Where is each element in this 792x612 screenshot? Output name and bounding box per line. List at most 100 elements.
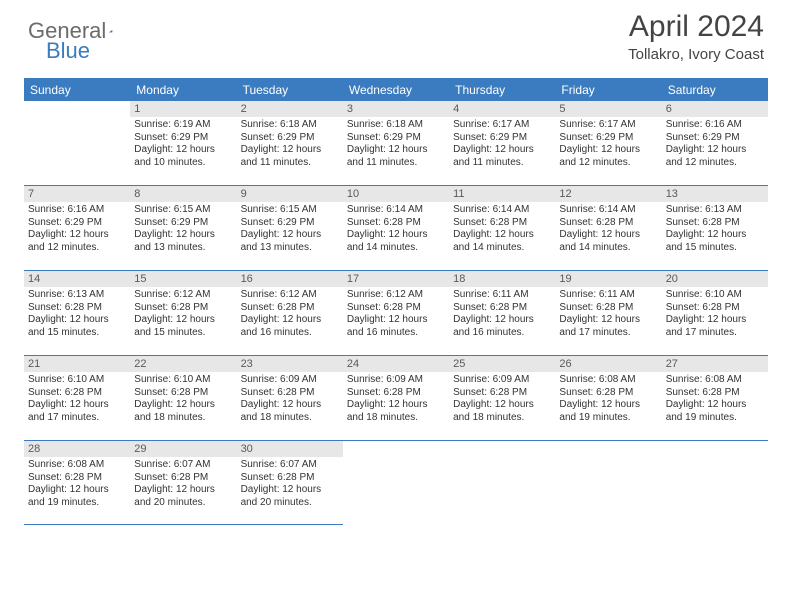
sunset-text: Sunset: 6:28 PM (28, 302, 126, 315)
sunrise-text: Sunrise: 6:16 AM (666, 119, 764, 132)
sunrise-text: Sunrise: 6:15 AM (134, 204, 232, 217)
cell-body: Sunrise: 6:17 AMSunset: 6:29 PMDaylight:… (555, 117, 661, 173)
sunrise-text: Sunrise: 6:19 AM (134, 119, 232, 132)
cell-body: Sunrise: 6:08 AMSunset: 6:28 PMDaylight:… (662, 372, 768, 428)
daylight-text: Daylight: 12 hours and 19 minutes. (559, 399, 657, 424)
daylight-text: Daylight: 12 hours and 14 minutes. (559, 229, 657, 254)
daylight-text: Daylight: 12 hours and 13 minutes. (241, 229, 339, 254)
cell-body: Sunrise: 6:08 AMSunset: 6:28 PMDaylight:… (24, 457, 130, 513)
calendar-cell (343, 441, 449, 525)
sunset-text: Sunset: 6:28 PM (453, 217, 551, 230)
day-number: 24 (343, 356, 449, 372)
calendar-cell: 26Sunrise: 6:08 AMSunset: 6:28 PMDayligh… (555, 356, 661, 440)
calendar-cell: 29Sunrise: 6:07 AMSunset: 6:28 PMDayligh… (130, 441, 236, 525)
calendar-cell (662, 441, 768, 525)
daylight-text: Daylight: 12 hours and 18 minutes. (241, 399, 339, 424)
day-number (449, 441, 555, 457)
daylight-text: Daylight: 12 hours and 17 minutes. (28, 399, 126, 424)
daylight-text: Daylight: 12 hours and 12 minutes. (559, 144, 657, 169)
logo-word2: Blue (46, 38, 90, 64)
sunset-text: Sunset: 6:28 PM (241, 472, 339, 485)
sunrise-text: Sunrise: 6:14 AM (559, 204, 657, 217)
calendar-cell: 9Sunrise: 6:15 AMSunset: 6:29 PMDaylight… (237, 186, 343, 270)
sunset-text: Sunset: 6:28 PM (453, 302, 551, 315)
cell-body: Sunrise: 6:09 AMSunset: 6:28 PMDaylight:… (449, 372, 555, 428)
sunset-text: Sunset: 6:28 PM (241, 302, 339, 315)
daylight-text: Daylight: 12 hours and 13 minutes. (134, 229, 232, 254)
cell-body: Sunrise: 6:09 AMSunset: 6:28 PMDaylight:… (343, 372, 449, 428)
day-number: 19 (555, 271, 661, 287)
sunset-text: Sunset: 6:29 PM (453, 132, 551, 145)
daylight-text: Daylight: 12 hours and 11 minutes. (347, 144, 445, 169)
cell-body: Sunrise: 6:10 AMSunset: 6:28 PMDaylight:… (662, 287, 768, 343)
dayheader-tuesday: Tuesday (237, 80, 343, 101)
sunset-text: Sunset: 6:29 PM (347, 132, 445, 145)
day-number: 15 (130, 271, 236, 287)
day-number: 20 (662, 271, 768, 287)
cell-body: Sunrise: 6:11 AMSunset: 6:28 PMDaylight:… (555, 287, 661, 343)
day-number: 17 (343, 271, 449, 287)
calendar-cell: 22Sunrise: 6:10 AMSunset: 6:28 PMDayligh… (130, 356, 236, 440)
cell-body: Sunrise: 6:12 AMSunset: 6:28 PMDaylight:… (343, 287, 449, 343)
sunset-text: Sunset: 6:29 PM (134, 132, 232, 145)
cell-body: Sunrise: 6:15 AMSunset: 6:29 PMDaylight:… (237, 202, 343, 258)
sunrise-text: Sunrise: 6:07 AM (134, 459, 232, 472)
page-header: General Blue April 2024 Tollakro, Ivory … (0, 0, 792, 78)
cell-body: Sunrise: 6:14 AMSunset: 6:28 PMDaylight:… (449, 202, 555, 258)
calendar-cell: 1Sunrise: 6:19 AMSunset: 6:29 PMDaylight… (130, 101, 236, 185)
calendar-cell: 7Sunrise: 6:16 AMSunset: 6:29 PMDaylight… (24, 186, 130, 270)
calendar-cell: 10Sunrise: 6:14 AMSunset: 6:28 PMDayligh… (343, 186, 449, 270)
day-number: 23 (237, 356, 343, 372)
week-row: 7Sunrise: 6:16 AMSunset: 6:29 PMDaylight… (24, 186, 768, 271)
sunset-text: Sunset: 6:28 PM (347, 217, 445, 230)
day-number: 6 (662, 101, 768, 117)
month-title: April 2024 (628, 10, 764, 44)
daylight-text: Daylight: 12 hours and 15 minutes. (134, 314, 232, 339)
day-number: 14 (24, 271, 130, 287)
daylight-text: Daylight: 12 hours and 18 minutes. (134, 399, 232, 424)
sunrise-text: Sunrise: 6:11 AM (453, 289, 551, 302)
calendar-cell: 23Sunrise: 6:09 AMSunset: 6:28 PMDayligh… (237, 356, 343, 440)
day-number: 2 (237, 101, 343, 117)
day-number (343, 441, 449, 457)
calendar: Sunday Monday Tuesday Wednesday Thursday… (24, 78, 768, 525)
sunrise-text: Sunrise: 6:10 AM (134, 374, 232, 387)
calendar-cell: 3Sunrise: 6:18 AMSunset: 6:29 PMDaylight… (343, 101, 449, 185)
week-row: 1Sunrise: 6:19 AMSunset: 6:29 PMDaylight… (24, 101, 768, 186)
week-row: 28Sunrise: 6:08 AMSunset: 6:28 PMDayligh… (24, 441, 768, 525)
sunset-text: Sunset: 6:28 PM (134, 387, 232, 400)
sunrise-text: Sunrise: 6:10 AM (666, 289, 764, 302)
sunset-text: Sunset: 6:28 PM (559, 302, 657, 315)
day-number: 1 (130, 101, 236, 117)
sunrise-text: Sunrise: 6:13 AM (28, 289, 126, 302)
cell-body: Sunrise: 6:15 AMSunset: 6:29 PMDaylight:… (130, 202, 236, 258)
daylight-text: Daylight: 12 hours and 15 minutes. (28, 314, 126, 339)
logo-triangle-icon (109, 23, 112, 39)
calendar-cell: 27Sunrise: 6:08 AMSunset: 6:28 PMDayligh… (662, 356, 768, 440)
daylight-text: Daylight: 12 hours and 18 minutes. (453, 399, 551, 424)
sunrise-text: Sunrise: 6:16 AM (28, 204, 126, 217)
calendar-cell: 14 Sunrise: 6:13 AMSunset: 6:28 PMDayligh… (24, 271, 130, 355)
daylight-text: Daylight: 12 hours and 17 minutes. (559, 314, 657, 339)
sunset-text: Sunset: 6:29 PM (666, 132, 764, 145)
daylight-text: Daylight: 12 hours and 12 minutes. (28, 229, 126, 254)
day-number: 7 (24, 186, 130, 202)
dayheader-thursday: Thursday (449, 80, 555, 101)
sunset-text: Sunset: 6:28 PM (347, 387, 445, 400)
cell-body: Sunrise: 6:18 AMSunset: 6:29 PMDaylight:… (237, 117, 343, 173)
dayheader-monday: Monday (130, 80, 236, 101)
title-block: April 2024 Tollakro, Ivory Coast (628, 10, 764, 63)
sunrise-text: Sunrise: 6:17 AM (559, 119, 657, 132)
dayheader-friday: Friday (555, 80, 661, 101)
daylight-text: Daylight: 12 hours and 14 minutes. (453, 229, 551, 254)
sunset-text: Sunset: 6:28 PM (559, 217, 657, 230)
day-number: 8 (130, 186, 236, 202)
week-row: 14Sunrise: 6:13 AMSunset: 6:28 PMDayligh… (24, 271, 768, 356)
sunrise-text: Sunrise: 6:10 AM (28, 374, 126, 387)
day-number: 26 (555, 356, 661, 372)
day-number: 21 (24, 356, 130, 372)
daylight-text: Daylight: 12 hours and 19 minutes. (666, 399, 764, 424)
calendar-cell: 25Sunrise: 6:09 AMSunset: 6:28 PMDayligh… (449, 356, 555, 440)
sunrise-text: Sunrise: 6:17 AM (453, 119, 551, 132)
day-number: 18 (449, 271, 555, 287)
